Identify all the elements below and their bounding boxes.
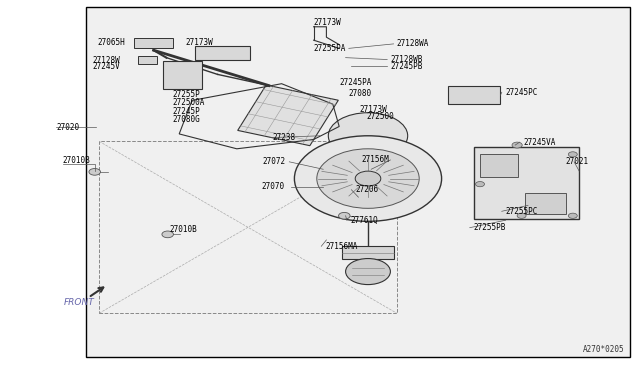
Circle shape: [568, 213, 577, 218]
Text: 27173W: 27173W: [314, 18, 341, 27]
Text: 27010B: 27010B: [63, 156, 90, 165]
Text: 27173W: 27173W: [186, 38, 213, 47]
Bar: [195, 46, 250, 60]
Circle shape: [317, 149, 419, 208]
Polygon shape: [237, 85, 339, 146]
Bar: [525, 193, 566, 214]
Text: 27010B: 27010B: [170, 225, 197, 234]
Bar: [99, 141, 397, 313]
Bar: [86, 7, 630, 357]
Text: 27065H: 27065H: [97, 38, 125, 47]
Text: A270*0205: A270*0205: [582, 345, 624, 354]
Bar: [138, 56, 157, 64]
Text: 27255PB: 27255PB: [474, 223, 506, 232]
Text: 27245V: 27245V: [93, 62, 120, 71]
Text: 27255P: 27255P: [173, 90, 200, 99]
Text: 272500: 272500: [366, 112, 394, 121]
Text: 272500A: 272500A: [173, 98, 205, 107]
Circle shape: [89, 169, 100, 175]
Text: 27255PA: 27255PA: [314, 44, 346, 53]
Text: 27245PB: 27245PB: [390, 62, 423, 71]
Text: 27080G: 27080G: [173, 115, 200, 124]
Text: 27128W: 27128W: [93, 56, 120, 65]
Circle shape: [339, 212, 350, 219]
Text: 27128WA: 27128WA: [397, 39, 429, 48]
Text: 27245PA: 27245PA: [339, 78, 372, 87]
Text: 27020: 27020: [56, 123, 79, 132]
Circle shape: [517, 213, 526, 218]
Bar: [163, 61, 202, 89]
Text: 27070: 27070: [261, 182, 284, 191]
Text: 27021: 27021: [565, 157, 588, 166]
Text: 27173W: 27173W: [360, 105, 387, 114]
Text: 27255PC: 27255PC: [506, 207, 538, 216]
Text: 27128WB: 27128WB: [390, 55, 423, 64]
Text: 27245VA: 27245VA: [524, 138, 556, 147]
Circle shape: [328, 113, 408, 159]
Circle shape: [346, 259, 390, 285]
Text: 27761Q: 27761Q: [351, 216, 378, 225]
Text: 27238: 27238: [272, 133, 295, 142]
Circle shape: [512, 142, 522, 148]
Bar: [134, 38, 173, 48]
Circle shape: [162, 231, 173, 238]
Text: 27245P: 27245P: [173, 107, 200, 116]
Text: FRONT: FRONT: [64, 298, 95, 307]
Text: 27206: 27206: [355, 185, 378, 194]
Circle shape: [355, 171, 381, 186]
Bar: [480, 154, 518, 177]
Circle shape: [568, 152, 577, 157]
Bar: [474, 147, 579, 219]
Text: 27072: 27072: [262, 157, 285, 166]
Text: 27156M: 27156M: [362, 155, 389, 164]
Circle shape: [294, 136, 442, 221]
Text: 27156MA: 27156MA: [325, 242, 358, 251]
Bar: [342, 246, 394, 259]
Bar: [448, 86, 500, 104]
Circle shape: [476, 182, 484, 187]
Text: 27245PC: 27245PC: [506, 88, 538, 97]
Text: 27080: 27080: [349, 89, 372, 97]
